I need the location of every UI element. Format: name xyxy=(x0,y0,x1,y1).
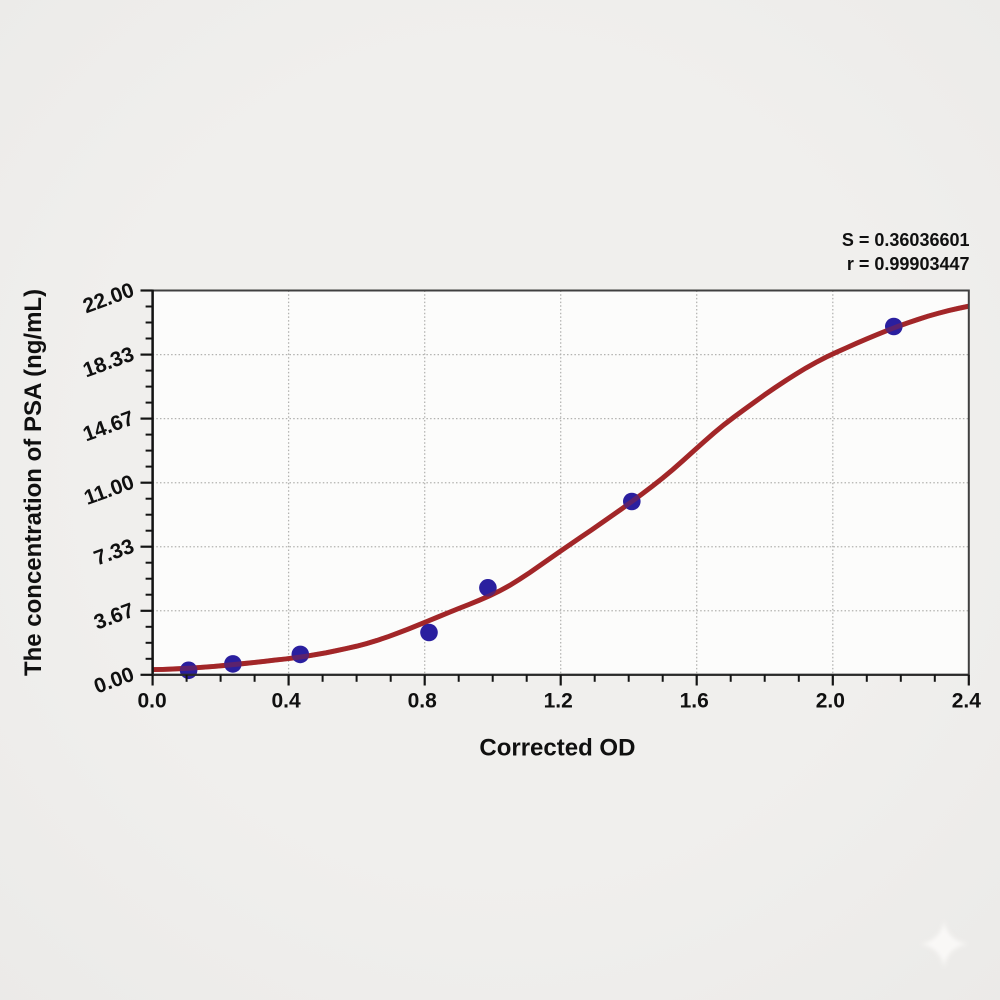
svg-text:14.67: 14.67 xyxy=(80,407,137,447)
svg-text:2.4: 2.4 xyxy=(952,690,982,713)
svg-text:1.6: 1.6 xyxy=(680,690,709,713)
svg-text:0.0: 0.0 xyxy=(137,690,166,713)
svg-text:The concentration of PSA (ng/m: The concentration of PSA (ng/mL) xyxy=(20,289,47,676)
svg-text:S = 0.36036601: S = 0.36036601 xyxy=(842,230,970,250)
svg-text:0.00: 0.00 xyxy=(91,663,137,699)
svg-text:2.0: 2.0 xyxy=(816,690,845,713)
svg-text:r = 0.99903447: r = 0.99903447 xyxy=(847,254,970,274)
svg-text:11.00: 11.00 xyxy=(81,471,137,510)
svg-text:1.2: 1.2 xyxy=(544,690,573,713)
svg-text:7.33: 7.33 xyxy=(91,535,137,571)
svg-text:0.8: 0.8 xyxy=(408,690,438,713)
svg-text:Corrected OD: Corrected OD xyxy=(479,735,635,762)
svg-text:18.33: 18.33 xyxy=(80,343,137,383)
svg-text:22.00: 22.00 xyxy=(80,279,137,319)
svg-text:0.4: 0.4 xyxy=(271,690,301,713)
svg-text:3.67: 3.67 xyxy=(91,599,137,635)
